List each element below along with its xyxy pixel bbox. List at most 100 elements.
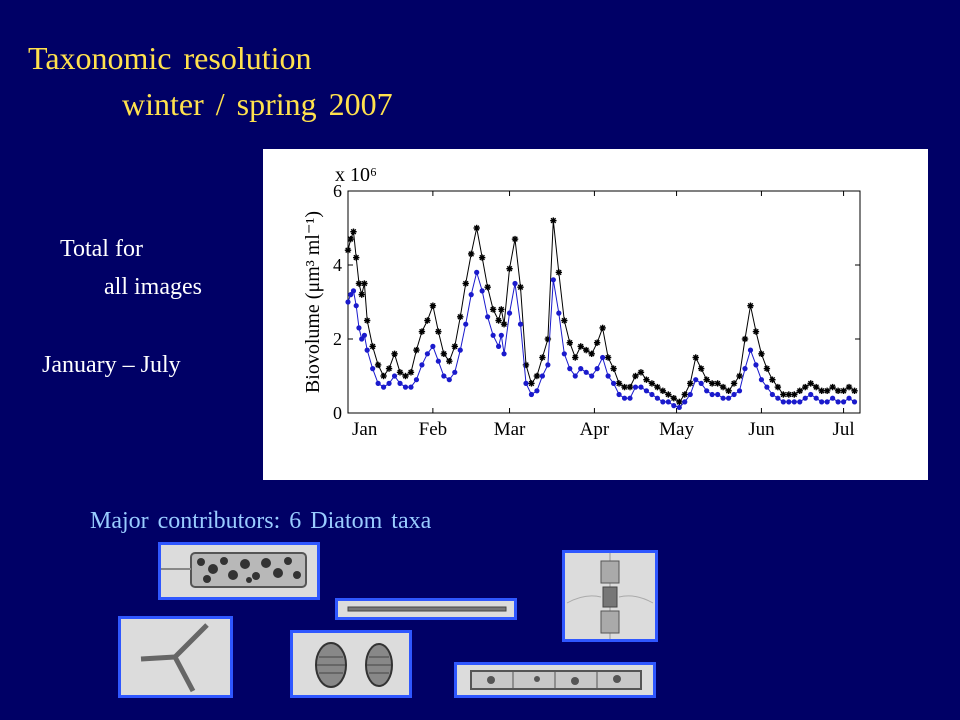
series-1-point — [665, 391, 672, 398]
series-2-point — [660, 399, 666, 405]
series-1-point — [561, 317, 568, 324]
series-1-point — [780, 391, 787, 398]
series-2-point — [523, 380, 529, 386]
series-1-point — [506, 265, 513, 272]
series-2-point — [485, 314, 491, 320]
series-1-point — [730, 380, 738, 387]
series-2-point — [391, 373, 398, 379]
series-1-point — [533, 372, 541, 380]
series-1-point — [626, 383, 634, 391]
side-label-date-range: January – July — [42, 352, 181, 378]
series-1-point — [539, 354, 546, 361]
series-2-point — [654, 395, 660, 401]
series-2-point — [725, 395, 732, 401]
series-1-point — [834, 387, 842, 394]
series-1-point — [774, 383, 782, 391]
series-2-point — [621, 395, 628, 401]
x-tick-label: Jul — [832, 419, 854, 440]
series-1-point — [402, 372, 409, 380]
series-1-point — [807, 380, 814, 387]
series-2-point — [534, 388, 540, 394]
series-1-point — [440, 350, 448, 357]
y-multiplier-label: x 10⁶ — [335, 164, 377, 186]
series-2-point — [495, 343, 502, 349]
series-2-point — [397, 380, 403, 386]
series-1-point — [621, 383, 628, 391]
series-2-point — [479, 288, 485, 294]
series-1-point — [555, 269, 563, 276]
y-tick-label: 6 — [333, 181, 342, 201]
series-2-point — [517, 321, 524, 327]
series-1-point — [344, 247, 352, 254]
series-2-point — [824, 399, 830, 405]
series-2-point — [665, 399, 671, 405]
series-2-point — [698, 380, 704, 386]
series-2-point — [345, 299, 351, 305]
series-2-point — [835, 399, 841, 405]
series-1-point — [659, 387, 667, 394]
series-2-point — [627, 395, 633, 401]
series-1-point — [511, 235, 519, 243]
series-1-point — [697, 365, 705, 372]
series-2-point — [769, 391, 775, 398]
series-1-point — [361, 280, 368, 287]
series-2-point — [764, 384, 770, 390]
series-2-point — [435, 358, 441, 364]
series-2-point — [402, 384, 409, 390]
series-1-point — [457, 313, 464, 320]
series-1-point — [610, 365, 617, 372]
x-tick-label: May — [659, 419, 694, 440]
series-2-point — [747, 347, 754, 353]
series-1-point — [818, 387, 825, 394]
series-1-point — [577, 343, 584, 350]
series-2-point — [490, 332, 496, 338]
series-1-point — [599, 324, 606, 332]
plot-frame — [347, 190, 861, 414]
series-2-point — [561, 351, 567, 357]
series-1-point — [385, 365, 393, 372]
series-1-point — [391, 350, 398, 357]
series-1-point — [851, 387, 858, 394]
series-2-point — [457, 347, 463, 353]
series-1-point — [369, 343, 376, 350]
y-axis-label: Biovolume (μm³ ml⁻¹) — [302, 211, 324, 393]
series-2-point — [802, 395, 808, 401]
series-1-point — [566, 339, 573, 346]
diatom-image-4 — [118, 616, 233, 698]
series-2-point — [704, 388, 710, 394]
series-2-point — [430, 343, 436, 349]
series-2-point — [441, 373, 447, 379]
series-2-point — [468, 292, 474, 298]
series-2-point — [786, 399, 792, 405]
series-1-point — [350, 228, 357, 235]
series-2-point — [370, 366, 376, 372]
series-2-point — [539, 373, 545, 379]
y-tick-label: 2 — [333, 329, 342, 349]
slide-title-line2: winter / spring 2007 — [122, 86, 393, 122]
series-line-1 — [347, 220, 855, 403]
series-1-point — [812, 383, 820, 391]
series-1-point — [829, 383, 836, 391]
series-1-point — [791, 391, 798, 398]
diatom-image-6 — [454, 662, 656, 698]
series-2-point — [348, 292, 354, 298]
series-1-point — [714, 380, 721, 387]
series-1-point — [517, 284, 524, 291]
series-2-point — [501, 351, 507, 357]
series-2-point — [605, 373, 611, 379]
series-2-point — [446, 377, 452, 383]
series-2-point — [638, 384, 644, 390]
diatom-image-3 — [562, 550, 658, 642]
series-1-point — [418, 328, 426, 335]
series-1-point — [763, 365, 771, 372]
series-2-point — [791, 399, 797, 405]
series-2-point — [632, 384, 639, 390]
series-1-point — [758, 350, 765, 357]
series-2-point — [375, 380, 381, 386]
chart-panel: 0 2 4 6 Jan Feb Mar Apr May Jun Jul x 10⁶ Biovolu… — [263, 149, 928, 480]
series-2-point — [643, 388, 650, 394]
series-1-point — [572, 354, 579, 361]
series-2-point — [742, 366, 748, 372]
series-1-point — [484, 284, 491, 291]
series-1-point — [648, 380, 656, 387]
